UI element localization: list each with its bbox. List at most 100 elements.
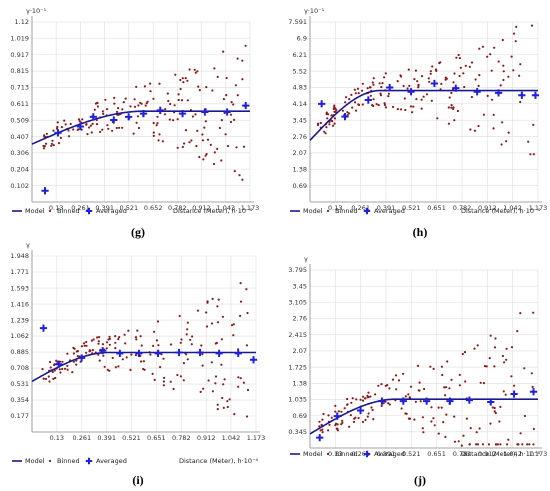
binned-point: [205, 325, 209, 328]
binned-point: [493, 406, 496, 410]
binned-point: [181, 77, 184, 80]
averaged-point: [99, 347, 107, 355]
x-tick-label: 1.173: [241, 204, 260, 212]
binned-point: [157, 344, 160, 347]
binned-point: [499, 84, 502, 87]
y-tick-label: 1.725: [288, 363, 307, 371]
binned-point: [127, 329, 130, 332]
binned-point: [59, 136, 63, 139]
binned-point: [523, 367, 526, 370]
binned-point: [485, 365, 488, 368]
binned-point: [135, 338, 138, 341]
binned-point: [416, 364, 420, 367]
binned-point: [143, 368, 146, 371]
binned-point: [455, 56, 458, 59]
binned-point: [230, 101, 233, 104]
binned-point: [223, 378, 226, 381]
binned-point: [380, 404, 383, 407]
binned-point: [236, 57, 239, 60]
binned-point: [448, 96, 451, 99]
binned-point: [346, 397, 349, 401]
binned-point: [486, 94, 489, 97]
binned-point: [440, 82, 443, 85]
binned-point: [516, 443, 520, 446]
binned-point: [167, 99, 170, 103]
binned-point: [91, 349, 94, 352]
binned-point: [408, 396, 411, 399]
legend-binned-label: Binned: [335, 207, 358, 215]
y-tick-label: 3.105: [288, 299, 307, 307]
binned-point: [156, 320, 160, 323]
y-tick-label: 0.531: [10, 380, 29, 388]
y-axis-label: γ: [26, 241, 30, 249]
binned-point: [453, 415, 456, 418]
binned-point: [456, 109, 459, 113]
binned-point: [202, 158, 205, 161]
binned-point: [51, 139, 54, 142]
binned-point: [41, 368, 44, 371]
binned-point: [318, 425, 321, 428]
x-tick-label: 0.652: [144, 204, 163, 212]
binned-point: [200, 344, 203, 347]
panel-label: (h): [413, 225, 428, 239]
panel-label: (j): [414, 473, 426, 487]
binned-point: [121, 358, 124, 361]
averaged-point: [529, 388, 538, 396]
binned-point: [166, 92, 169, 95]
binned-point: [159, 366, 162, 369]
binned-point: [176, 118, 179, 121]
binned-point: [139, 101, 142, 104]
binned-point: [405, 412, 408, 415]
binned-point: [179, 375, 182, 378]
binned-point: [156, 115, 159, 118]
binned-point: [421, 427, 424, 430]
averaged-point: [518, 91, 526, 99]
binned-point: [399, 74, 402, 77]
binned-point: [361, 82, 364, 85]
binned-point: [479, 381, 482, 384]
binned-point: [413, 78, 416, 81]
binned-point: [163, 113, 167, 116]
binned-point: [182, 81, 185, 84]
binned-point: [72, 128, 75, 131]
binned-point: [176, 373, 179, 377]
x-tick-label: 0.13: [328, 450, 342, 458]
binned-point: [196, 129, 199, 132]
binned-point: [501, 354, 504, 358]
binned-point: [206, 138, 210, 141]
binned-point: [410, 385, 413, 388]
binned-point: [361, 103, 364, 106]
binned-point: [461, 352, 464, 356]
binned-point: [52, 144, 55, 147]
binned-point: [369, 395, 372, 398]
binned-point: [152, 131, 155, 134]
binned-point: [56, 121, 59, 124]
binned-point: [381, 82, 384, 85]
y-tick-label: 5.52: [293, 67, 307, 75]
binned-point: [416, 80, 419, 83]
y-tick-label: 0.345: [288, 428, 307, 436]
binned-point: [346, 111, 349, 114]
binned-point: [235, 146, 238, 149]
binned-point: [513, 384, 516, 387]
binned-point: [502, 70, 505, 73]
y-tick-label: 0.306: [10, 149, 29, 157]
binned-point: [493, 365, 496, 368]
binned-point: [143, 85, 146, 88]
binned-point: [52, 129, 55, 132]
x-tick-label: 0.521: [402, 450, 421, 458]
binned-point: [528, 443, 531, 446]
binned-point: [386, 384, 389, 387]
averaged-point: [341, 113, 349, 121]
binned-point: [362, 395, 365, 398]
x-tick-label: 0.391: [97, 434, 116, 442]
binned-point: [89, 124, 92, 127]
binned-point: [66, 364, 69, 367]
y-tick-label: 0.509: [10, 116, 29, 124]
binned-point: [330, 114, 333, 117]
binned-point: [163, 376, 166, 379]
binned-point: [500, 143, 503, 146]
binned-point: [453, 119, 456, 122]
binned-point: [446, 360, 449, 363]
averaged-point: [531, 91, 540, 99]
